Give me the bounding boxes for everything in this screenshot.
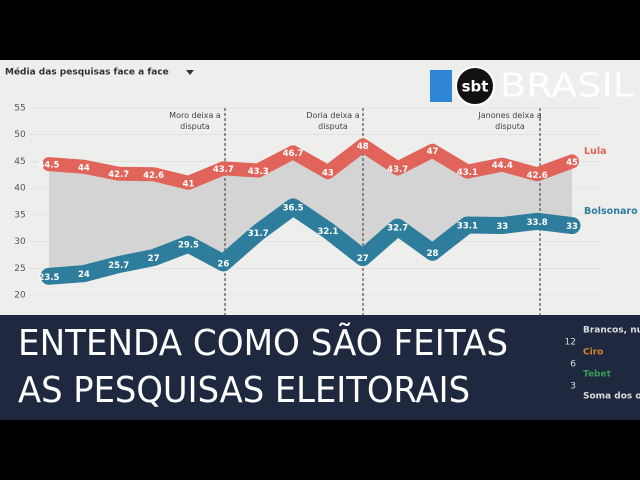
legend-value: 6 xyxy=(570,360,576,370)
value-label: 25.7 xyxy=(108,261,129,271)
value-label: 32.1 xyxy=(317,227,338,237)
value-label: 48 xyxy=(357,142,369,152)
logo-mark: sbt xyxy=(462,78,489,96)
value-label: 43.7 xyxy=(387,165,408,175)
legend-value: 12 xyxy=(565,338,576,348)
dropdown-icon[interactable] xyxy=(186,70,194,75)
value-label: 23.5 xyxy=(39,273,60,283)
annotation: Janones deixa a disputa xyxy=(477,111,541,131)
plot: 20 25 30 35 40 45 50 55 Moro deixa a disputa Doria… xyxy=(14,104,638,315)
value-label: 24 xyxy=(78,270,90,280)
legend-entry: Tebet xyxy=(583,370,612,380)
y-tick-label: 45 xyxy=(14,157,25,167)
annotation: Moro deixa a disputa xyxy=(169,111,221,131)
value-label: 27 xyxy=(148,254,160,264)
chart-title: Média das pesquisas face a face xyxy=(5,67,169,78)
value-label: 26 xyxy=(217,259,229,269)
value-label: 42.6 xyxy=(527,171,548,181)
value-label: 44.5 xyxy=(39,161,60,171)
value-label: 31.7 xyxy=(248,229,269,239)
headline-banner xyxy=(0,315,640,420)
value-label: 32.7 xyxy=(387,224,408,234)
series-line xyxy=(42,138,579,190)
logo-bar xyxy=(430,70,452,102)
legend-entry: Brancos, nulos, indecisos, abstenções xyxy=(583,326,640,336)
logo-circle xyxy=(455,66,495,106)
value-label: 46.7 xyxy=(283,149,304,159)
legend-value: 3 xyxy=(570,382,576,392)
value-label: 43.7 xyxy=(213,165,234,175)
series-line xyxy=(40,198,581,285)
y-tick-label: 35 xyxy=(14,210,25,220)
value-label: 27 xyxy=(357,254,369,264)
value-label: 45 xyxy=(566,158,578,168)
y-tick-label: 25 xyxy=(14,264,25,274)
headline: ENTENDA COMO SÃO FEITAS xyxy=(18,322,508,364)
value-label: 43.1 xyxy=(457,168,478,178)
headline: AS PESQUISAS ELEITORAIS xyxy=(18,370,470,411)
value-label: 47 xyxy=(427,147,439,157)
logo-name: BRASIL xyxy=(500,66,635,105)
y-tick-label: 50 xyxy=(14,130,26,140)
y-tick-label: 55 xyxy=(14,104,25,114)
value-label: 36.5 xyxy=(283,203,304,213)
value-label: 33.1 xyxy=(457,222,478,232)
value-label: 29.5 xyxy=(178,241,199,251)
value-label: 33.8 xyxy=(527,218,548,228)
value-label: 43 xyxy=(322,169,334,179)
value-label: 44.4 xyxy=(492,161,513,171)
value-label: 42.6 xyxy=(143,171,164,181)
value-label: 33 xyxy=(566,222,578,232)
legend-entry: Ciro xyxy=(583,348,603,358)
value-label: 42.7 xyxy=(108,170,129,180)
y-tick-label: 40 xyxy=(14,184,26,194)
value-label: 28 xyxy=(427,249,439,259)
value-label: 41 xyxy=(183,179,195,189)
value-label: 43.3 xyxy=(248,167,269,177)
value-label: 33 xyxy=(496,222,508,232)
legend-entry: Bolsonaro xyxy=(584,206,638,217)
y-tick-label: 30 xyxy=(14,237,26,247)
legend-entry: Soma dos outros candidatos xyxy=(583,392,640,402)
legend-entry: Lula xyxy=(584,146,606,157)
annotation: Doria deixa a disputa xyxy=(306,111,359,131)
y-tick-label: 20 xyxy=(14,291,26,301)
value-label: 44 xyxy=(78,163,90,173)
